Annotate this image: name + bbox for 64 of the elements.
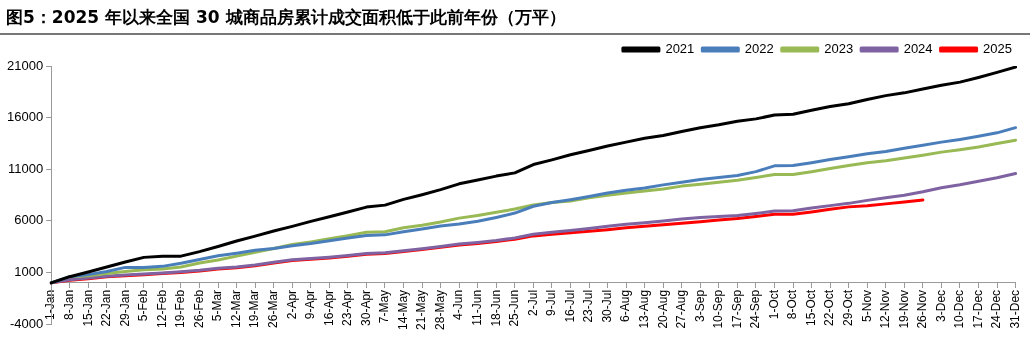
x-tick-label: 3-Dec bbox=[933, 289, 948, 322]
x-tick-label: 14-May bbox=[395, 289, 410, 330]
y-tick-label: 1000 bbox=[14, 264, 44, 280]
x-tick-label: 27-Aug bbox=[674, 289, 689, 329]
x-tick-label: 19-Feb bbox=[173, 289, 188, 328]
x-tick-label: 26-Feb bbox=[191, 289, 206, 328]
x-tick-label: 5-Feb bbox=[136, 289, 151, 322]
x-tick-label: 19-Mar bbox=[247, 289, 262, 328]
x-tick-label: 30-Apr bbox=[358, 289, 373, 326]
x-tick-label: 12-Mar bbox=[228, 289, 243, 328]
x-tick-label: 21-May bbox=[414, 289, 429, 330]
x-tick-label: 8-Oct bbox=[785, 289, 800, 320]
x-tick-label: 10-Dec bbox=[952, 289, 967, 329]
x-tick-label: 19-Nov bbox=[896, 289, 911, 329]
x-tick-label: 3-Sep bbox=[692, 289, 707, 322]
x-tick-label: 13-Aug bbox=[636, 289, 651, 329]
x-tick-label: 7-May bbox=[377, 289, 392, 324]
x-tick-label: 15-Oct bbox=[803, 289, 818, 326]
x-tick-label: 20-Aug bbox=[655, 289, 670, 329]
x-tick-label: 8-Jan bbox=[62, 289, 77, 320]
legend-label: 2021 bbox=[665, 41, 695, 57]
x-tick-label: 23-Apr bbox=[340, 289, 355, 326]
x-tick-label: 24-Sep bbox=[748, 289, 763, 329]
x-tick-label: 11-Jun bbox=[470, 289, 485, 326]
x-tick-label: 5-Mar bbox=[210, 289, 225, 322]
x-tick-label: 31-Dec bbox=[1007, 289, 1022, 329]
x-tick-label: 16-Jul bbox=[562, 289, 577, 323]
x-tick-label: 23-Jul bbox=[581, 289, 596, 323]
x-tick-label: 26-Nov bbox=[915, 289, 930, 329]
x-tick-label: 15-Jan bbox=[80, 289, 95, 327]
legend-label: 2023 bbox=[824, 41, 854, 57]
legend-label: 2025 bbox=[983, 41, 1012, 57]
legend-label: 2022 bbox=[744, 41, 774, 57]
chart-title: 图5：2025 年以来全国 30 城商品房累计成交面积低于此前年份（万平） bbox=[0, 0, 1030, 35]
x-tick-label: 29-Jan bbox=[117, 289, 132, 327]
y-tick-label: 16000 bbox=[6, 109, 44, 125]
y-tick-label: 6000 bbox=[14, 212, 44, 228]
y-tick-label: 11000 bbox=[7, 160, 44, 176]
x-tick-label: 24-Dec bbox=[989, 289, 1004, 329]
x-tick-label: 17-Sep bbox=[729, 289, 744, 329]
x-tick-label: 26-Mar bbox=[266, 289, 281, 328]
x-tick-label: 4-Jun bbox=[451, 289, 466, 320]
x-tick-label: 2-Jul bbox=[525, 289, 540, 316]
x-tick-label: 12-Nov bbox=[878, 289, 893, 329]
x-tick-label: 17-Dec bbox=[970, 289, 985, 329]
x-tick-label: 22-Oct bbox=[822, 289, 837, 326]
x-tick-label: 12-Feb bbox=[154, 289, 169, 328]
x-tick-label: 2-Apr bbox=[284, 289, 299, 320]
x-tick-label: 6-Aug bbox=[618, 289, 633, 322]
legend-label: 2024 bbox=[903, 41, 933, 57]
x-tick-label: 28-May bbox=[432, 289, 447, 330]
y-tick-label: 21000 bbox=[6, 57, 44, 73]
x-tick-label: 9-Jul bbox=[544, 289, 559, 316]
x-tick-label: 1-Oct bbox=[766, 289, 781, 320]
x-tick-label: 25-Jun bbox=[507, 289, 522, 327]
x-tick-label: 22-Jan bbox=[99, 289, 114, 327]
x-tick-label: 10-Sep bbox=[711, 289, 726, 329]
x-tick-label: 30-Jul bbox=[599, 289, 614, 323]
x-tick-label: 9-Apr bbox=[303, 289, 318, 320]
x-tick-label: 16-Apr bbox=[321, 289, 336, 326]
x-tick-label: 5-Nov bbox=[859, 289, 874, 322]
x-tick-label: 29-Oct bbox=[840, 289, 855, 326]
y-tick-label: -4000 bbox=[9, 315, 44, 331]
x-tick-label: 18-Jun bbox=[488, 289, 503, 327]
